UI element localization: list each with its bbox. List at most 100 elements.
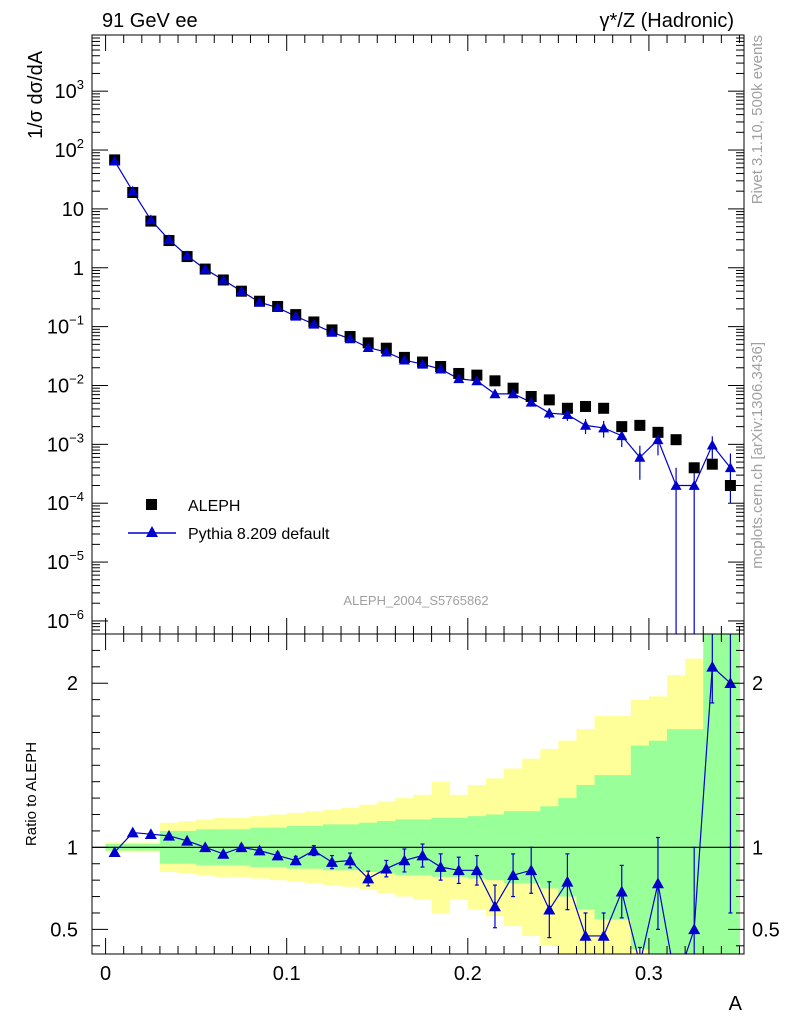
mc-point [489, 388, 501, 399]
mc-point [380, 346, 392, 357]
y-tick-label: 10−4 [47, 489, 84, 515]
ratio-point [344, 854, 357, 866]
x-tick-label: 0.1 [273, 963, 301, 985]
data-point [561, 402, 573, 414]
data-point [670, 434, 682, 446]
ratio-point [253, 844, 266, 856]
legend: ALEPH Pythia 8.209 default [128, 498, 330, 543]
ratio-point [488, 900, 501, 912]
ratio-point [144, 828, 157, 840]
main-data-layer [109, 154, 736, 634]
mc-point [580, 419, 592, 430]
ratio-point [706, 660, 719, 672]
data-point [580, 400, 592, 412]
analysis-id: ALEPH_2004_S5765862 [343, 593, 488, 608]
mc-point [706, 439, 718, 450]
mc-point [109, 155, 121, 166]
y-tick-label: 10−1 [47, 313, 84, 339]
ratio-point [452, 864, 465, 876]
mc-series-line [114, 160, 731, 487]
band-inner [703, 634, 722, 954]
data-point [543, 394, 555, 406]
mc-point [688, 479, 700, 490]
band-inner [667, 729, 686, 954]
mc-point [435, 363, 447, 374]
mc-point [235, 285, 247, 296]
ratio-point [235, 841, 248, 853]
ratio-point [380, 862, 393, 874]
ratio-point [434, 861, 447, 872]
x-tick-label: 0 [100, 963, 111, 985]
ratio-point [579, 929, 592, 941]
ratio-point [217, 847, 230, 859]
x-axis-label: A [729, 993, 743, 1015]
mc-point [217, 274, 229, 285]
mc-point [652, 434, 664, 445]
mc-point [453, 373, 465, 384]
ratio-y-tick-label: 0.5 [50, 919, 78, 941]
legend-label-aleph: ALEPH [188, 498, 240, 515]
ratio-data-layer [92, 634, 744, 954]
mc-point [163, 234, 175, 245]
mc-point [272, 302, 284, 313]
ratio-y-tick-label-right: 2 [752, 673, 763, 695]
legend-marker-aleph [146, 499, 157, 510]
ratio-x-axis: 0 0.1 0.2 0.3 [100, 634, 740, 985]
mc-point [634, 451, 646, 462]
ratio-point [126, 826, 139, 838]
ratio-point [199, 841, 212, 853]
data-point [616, 421, 628, 433]
ratio-point [724, 677, 737, 689]
y-tick-label: 1 [73, 258, 84, 280]
data-point [598, 402, 610, 414]
ratio-point [651, 877, 664, 889]
ratio-point [561, 875, 574, 887]
header-left: 91 GeV ee [102, 10, 198, 32]
data-point [634, 419, 646, 431]
ratio-y-label: Ratio to ALEPH [23, 742, 40, 846]
ratio-y-tick-label-right: 1 [752, 837, 763, 859]
data-point [652, 426, 664, 438]
mc-point [543, 407, 555, 418]
mc-point [616, 430, 628, 441]
data-point [507, 382, 519, 394]
ratio-point [181, 834, 194, 846]
ratio-point [688, 923, 701, 935]
side-text-rivet: Rivet 3.1.10, 500k events [749, 35, 766, 204]
mc-point [290, 310, 302, 321]
mc-point [199, 263, 211, 274]
y-tick-label: 10−6 [47, 607, 84, 633]
y-tick-label: 10−5 [47, 548, 84, 574]
mc-point [326, 326, 338, 337]
legend-marker-pythia [146, 526, 158, 537]
ratio-frame [91, 633, 745, 955]
mc-point [598, 422, 610, 433]
ratio-point [108, 846, 121, 858]
ratio-y-tick-label: 2 [67, 673, 78, 695]
ratio-point [162, 829, 175, 841]
ratio-point [325, 856, 338, 867]
mc-point [127, 185, 139, 196]
mc-point [344, 333, 356, 344]
main-y-label: 1/σ dσ/dA [25, 50, 47, 139]
ratio-y-tick-label-right: 0.5 [752, 919, 780, 941]
ratio-point [307, 844, 320, 856]
data-point [688, 462, 700, 474]
ratio-point [416, 849, 429, 861]
mc-point [308, 318, 320, 329]
y-tick-label: 10−3 [47, 430, 84, 456]
ratio-point [289, 854, 302, 866]
ratio-point [398, 854, 411, 866]
legend-label-pythia: Pythia 8.209 default [188, 526, 330, 543]
header-right: γ*/Z (Hadronic) [600, 10, 734, 32]
mc-point [670, 479, 682, 490]
y-tick-label: 103 [55, 77, 84, 103]
side-text-mcplots: mcplots.cern.ch [arXiv:1306.3436] [749, 342, 766, 569]
ratio-y-tick-label: 1 [67, 837, 78, 859]
x-tick-label: 0.3 [635, 963, 663, 985]
mc-point [181, 250, 193, 261]
ratio-point [597, 929, 610, 941]
ratio-point [615, 885, 628, 897]
mc-point [471, 375, 483, 386]
